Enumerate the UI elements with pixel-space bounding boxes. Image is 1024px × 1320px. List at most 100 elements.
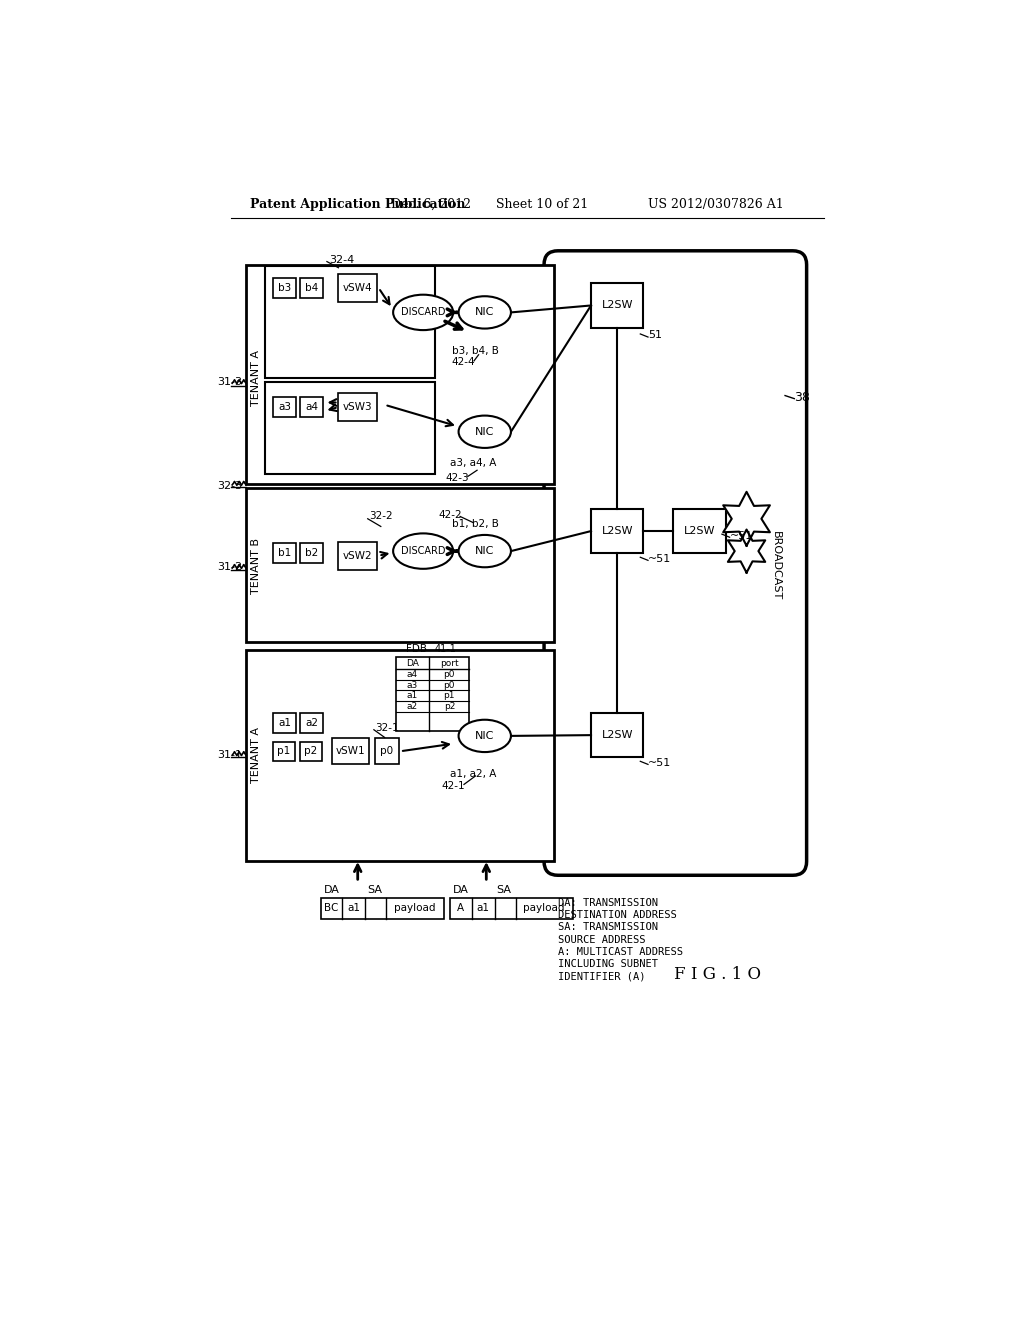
Text: A: MULTICAST ADDRESS: A: MULTICAST ADDRESS [558,946,683,957]
Polygon shape [728,529,765,573]
Text: ~51: ~51 [730,531,753,541]
Text: DA: TRANSMISSION: DA: TRANSMISSION [558,898,657,908]
Bar [273,713,296,733]
Text: a3: a3 [279,403,291,412]
Text: 32-4: 32-4 [330,255,354,265]
Text: b2: b2 [305,548,318,558]
Text: payload: payload [523,903,565,913]
Text: TENANT A: TENANT A [251,727,261,783]
Bar [591,508,643,553]
Text: DA: DA [453,884,469,895]
Text: A: A [458,903,465,913]
Bar [321,898,444,919]
Text: F I G . 1 O: F I G . 1 O [674,966,761,983]
Text: L2SW: L2SW [684,527,716,536]
Text: vSW3: vSW3 [343,403,373,412]
Bar [265,267,435,378]
Text: DESTINATION ADDRESS: DESTINATION ADDRESS [558,909,677,920]
Text: L2SW: L2SW [601,301,633,310]
Text: BC: BC [325,903,339,913]
Text: a3: a3 [407,681,418,689]
Text: a1, a2, A: a1, a2, A [450,770,497,779]
Text: 31-3: 31-3 [217,376,243,387]
Text: b3, b4, B: b3, b4, B [452,346,499,356]
Text: 42-1: 42-1 [442,781,466,791]
Text: b3: b3 [278,282,291,293]
Bar [273,544,296,564]
Text: 42-3: 42-3 [445,473,469,483]
Text: a1: a1 [407,692,418,701]
Bar [300,397,323,417]
Text: a2: a2 [305,718,318,727]
Text: p1: p1 [278,746,291,756]
Text: 38: 38 [795,391,810,404]
Text: SA: SA [497,884,512,895]
Bar [339,543,377,570]
Text: b1: b1 [278,548,291,558]
Bar [396,657,469,730]
Bar [591,713,643,758]
Text: 51: 51 [648,330,662,341]
Bar [246,488,554,642]
Text: p1: p1 [443,692,455,701]
Text: NIC: NIC [475,426,495,437]
Ellipse shape [459,296,511,329]
Text: DISCARD: DISCARD [401,308,445,317]
Text: Sheet 10 of 21: Sheet 10 of 21 [497,198,589,211]
Text: US 2012/0307826 A1: US 2012/0307826 A1 [648,198,783,211]
Text: vSW4: vSW4 [343,282,373,293]
Text: ~51: ~51 [648,758,672,768]
Bar [300,742,322,760]
Text: a1: a1 [347,903,360,913]
Bar [333,738,370,764]
Text: INCLUDING SUBNET: INCLUDING SUBNET [558,960,657,969]
Text: a4: a4 [305,403,318,412]
Text: a4: a4 [407,669,418,678]
Text: L2SW: L2SW [601,527,633,536]
Bar [451,898,573,919]
Text: TENANT A: TENANT A [251,350,261,405]
Text: NIC: NIC [475,308,495,317]
Ellipse shape [459,416,511,447]
Text: NIC: NIC [475,546,495,556]
Polygon shape [723,492,770,545]
Text: a1: a1 [279,718,291,727]
Text: TENANT B: TENANT B [251,539,261,594]
Bar [339,275,377,302]
Text: 32-1: 32-1 [376,723,399,733]
Text: DA: DA [406,659,419,668]
Bar [273,277,296,298]
Ellipse shape [459,719,511,752]
Text: NIC: NIC [475,731,495,741]
Text: payload: payload [394,903,435,913]
Text: vSW2: vSW2 [343,550,373,561]
Text: L2SW: L2SW [601,730,633,741]
Ellipse shape [393,533,454,569]
Text: DISCARD: DISCARD [401,546,445,556]
Text: a3, a4, A: a3, a4, A [450,458,497,467]
Ellipse shape [459,535,511,568]
Bar [300,544,323,564]
Bar [300,277,323,298]
Text: IDENTIFIER (A): IDENTIFIER (A) [558,972,645,982]
Text: ~51: ~51 [648,554,672,564]
Text: b1, b2, B: b1, b2, B [452,519,499,529]
Text: p0: p0 [443,669,455,678]
Bar [300,713,323,733]
Text: SA: TRANSMISSION: SA: TRANSMISSION [558,923,657,932]
Bar [246,264,554,484]
Text: p2: p2 [443,702,455,711]
Text: p2: p2 [304,746,317,756]
Text: p0: p0 [380,746,393,756]
Bar [265,381,435,474]
Text: Dec. 6, 2012: Dec. 6, 2012 [391,198,471,211]
Text: b4: b4 [305,282,318,293]
Text: 32-2: 32-2 [370,511,393,521]
Text: 42-2: 42-2 [438,510,462,520]
Bar [674,508,726,553]
Text: port: port [440,659,459,668]
Text: 31-2: 31-2 [217,561,243,572]
Bar [246,649,554,862]
Text: BROADCAST: BROADCAST [771,531,781,601]
Text: vSW1: vSW1 [336,746,366,756]
